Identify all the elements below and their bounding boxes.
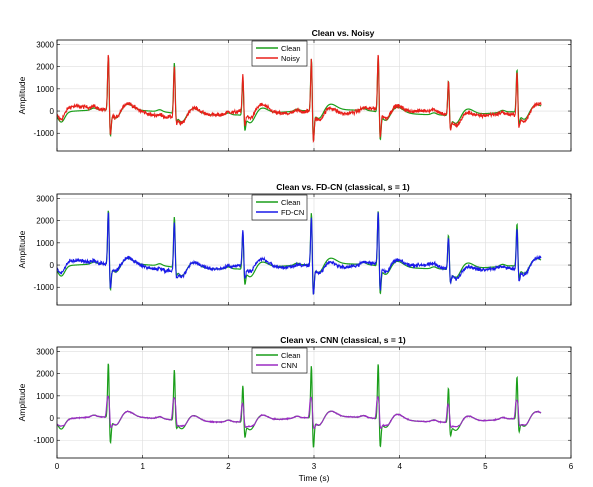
x-tick-label: 0 xyxy=(55,462,60,471)
y-tick-label: 0 xyxy=(50,414,55,423)
y-tick-label: -1000 xyxy=(34,283,55,292)
legend-entry: Clean xyxy=(281,198,301,207)
legend-entry: CNN xyxy=(281,361,297,370)
y-tick-label: 3000 xyxy=(36,194,54,203)
y-tick-label: 2000 xyxy=(36,370,54,379)
x-tick-label: 1 xyxy=(140,462,145,471)
legend-entry: Noisy xyxy=(281,54,300,63)
y-axis-label: Amplitude xyxy=(17,383,27,421)
legend-box xyxy=(251,347,308,374)
series-line-noisy xyxy=(57,54,542,144)
legend-entry: Clean xyxy=(281,44,301,53)
y-axis-label: Amplitude xyxy=(17,76,27,114)
y-tick-label: 3000 xyxy=(36,40,54,49)
y-tick-label: 2000 xyxy=(36,63,54,72)
legend-entry: FD-CN xyxy=(281,208,304,217)
y-tick-label: 1000 xyxy=(36,392,54,401)
y-tick-label: 0 xyxy=(50,107,55,116)
chart-title: Clean vs. FD-CN (classical, s = 1) xyxy=(276,182,410,192)
y-tick-label: 2000 xyxy=(36,217,54,226)
x-tick-label: 6 xyxy=(569,462,574,471)
y-tick-label: 3000 xyxy=(36,347,54,356)
chart-panel-1: -1000 0 1000 2000 3000 Clean vs. Noisy Amplitu… xyxy=(17,28,572,152)
chart-title: Clean vs. Noisy xyxy=(312,28,375,38)
x-axis-label: Time (s) xyxy=(299,473,330,483)
y-tick-label: -1000 xyxy=(34,436,55,445)
y-tick-label: 1000 xyxy=(36,239,54,248)
x-tick-label: 4 xyxy=(397,462,402,471)
series-line-fd-cn xyxy=(57,212,542,295)
chart-panel-2: -1000 0 1000 2000 3000 Clean vs. FD-CN (class… xyxy=(17,182,572,306)
legend-box xyxy=(251,194,308,221)
y-tick-label: 1000 xyxy=(36,85,54,94)
x-tick-label: 2 xyxy=(226,462,231,471)
y-tick-label: 0 xyxy=(50,261,55,270)
legend-entry: Clean xyxy=(281,351,301,360)
legend-box xyxy=(251,40,308,67)
series-line-cnn xyxy=(57,395,542,430)
y-axis-label: Amplitude xyxy=(17,230,27,268)
x-tick-label: 3 xyxy=(312,462,317,471)
y-tick-label: -1000 xyxy=(34,129,55,138)
chart-title: Clean vs. CNN (classical, s = 1) xyxy=(280,335,406,345)
x-tick-label: 5 xyxy=(483,462,488,471)
chart-panel-3: 0 1 2 3 4 5 6 -1000 0 1000 2000 3000 Clean vs. CNN (… xyxy=(17,335,574,471)
